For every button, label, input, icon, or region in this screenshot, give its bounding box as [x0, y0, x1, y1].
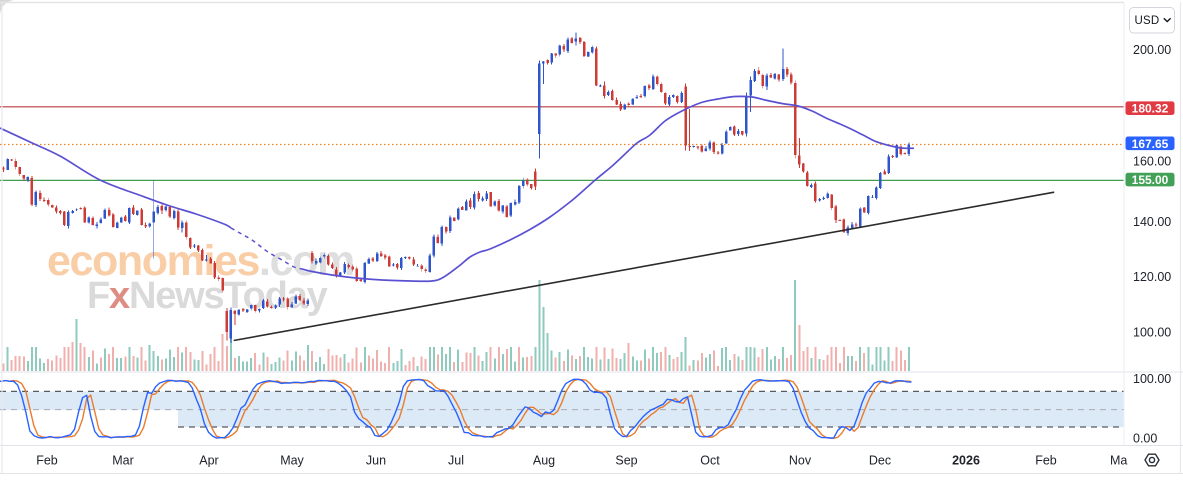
- svg-text:Mar: Mar: [112, 454, 134, 468]
- svg-text:167.65: 167.65: [1132, 137, 1169, 151]
- svg-text:Dec: Dec: [869, 454, 891, 468]
- svg-text:Oct: Oct: [700, 454, 720, 468]
- svg-text:USD: USD: [1135, 15, 1160, 27]
- svg-text:140.00: 140.00: [1133, 215, 1171, 229]
- svg-text:Feb: Feb: [1035, 454, 1057, 468]
- svg-text:Apr: Apr: [199, 454, 218, 468]
- svg-text:Feb: Feb: [36, 454, 58, 468]
- svg-text:100.00: 100.00: [1133, 326, 1171, 340]
- svg-text:155.00: 155.00: [1132, 173, 1169, 187]
- svg-text:Nov: Nov: [789, 454, 812, 468]
- svg-text:2026: 2026: [952, 454, 980, 468]
- svg-text:Jun: Jun: [366, 454, 386, 468]
- svg-text:May: May: [280, 454, 304, 468]
- svg-text:Aug: Aug: [533, 454, 555, 468]
- svg-text:0.00: 0.00: [1133, 432, 1157, 446]
- svg-text:Ma: Ma: [1110, 454, 1127, 468]
- svg-text:Jul: Jul: [448, 454, 464, 468]
- svg-text:economies.com: economies.com: [47, 237, 354, 285]
- svg-text:180.32: 180.32: [1132, 102, 1169, 116]
- svg-text:FxNewsToday: FxNewsToday: [87, 275, 328, 317]
- svg-text:120.00: 120.00: [1133, 270, 1171, 284]
- svg-text:200.00: 200.00: [1133, 43, 1171, 57]
- svg-text:Sep: Sep: [615, 454, 637, 468]
- svg-text:100.00: 100.00: [1133, 372, 1171, 386]
- svg-text:160.00: 160.00: [1133, 155, 1171, 169]
